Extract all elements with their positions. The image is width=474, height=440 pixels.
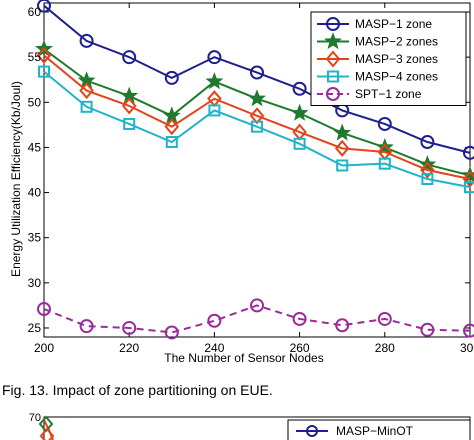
y-tick-label: 35 xyxy=(28,231,42,245)
legend-marker xyxy=(324,32,342,50)
legend-marker xyxy=(326,87,340,101)
data-point xyxy=(420,135,435,150)
data-point xyxy=(334,139,350,157)
data-point xyxy=(248,89,266,107)
x-tick-label: 220 xyxy=(119,341,139,355)
data-point xyxy=(207,313,222,328)
data-point xyxy=(164,118,180,136)
data-point xyxy=(464,181,474,194)
lower-legend-label: MASP−MinOT xyxy=(336,424,414,438)
data-point xyxy=(462,170,474,188)
data-point xyxy=(336,159,349,172)
lower-series-marks xyxy=(38,415,55,440)
legend-marker xyxy=(325,50,341,68)
series-line xyxy=(43,4,471,154)
data-point xyxy=(377,311,392,326)
x-tick-label: 260 xyxy=(290,341,310,355)
legend-entry: MASP−3 zones xyxy=(317,50,438,68)
data-point xyxy=(463,145,474,160)
x-tick-label: 240 xyxy=(204,341,224,355)
data-point xyxy=(335,318,350,333)
data-point xyxy=(420,161,435,179)
data-point xyxy=(164,70,179,85)
legend-entry: MASP−1 zone xyxy=(317,17,432,31)
y-tick-label: 45 xyxy=(28,140,42,154)
data-point xyxy=(293,137,306,150)
series-layer xyxy=(35,0,474,340)
data-point xyxy=(251,120,263,133)
data-point xyxy=(122,50,137,65)
y-tick-label: 55 xyxy=(28,50,42,64)
data-point xyxy=(377,116,392,131)
series-line xyxy=(43,70,471,189)
data-point xyxy=(333,123,352,141)
legend: MASP−1 zone MASP−2 zones MASP−3 zones MASP−… xyxy=(310,11,467,106)
data-point xyxy=(79,82,94,100)
legend-entry: MASP−2 zones xyxy=(317,32,438,50)
y-tick-label: 50 xyxy=(28,95,42,109)
lower-figure: 70 MASP−MinOT xyxy=(29,412,471,440)
data-point xyxy=(205,72,224,90)
legend-label: MASP−4 zones xyxy=(355,70,438,84)
series-2 xyxy=(35,39,474,184)
y-axis-label: Energy Utilization Efficiency(Kb/Joul) xyxy=(9,81,23,277)
data-point xyxy=(80,100,93,113)
series-1 xyxy=(37,0,474,160)
y-tick-label: 60 xyxy=(28,5,42,19)
lower-legend-box xyxy=(287,419,471,440)
tick-labels: 200 220 240 260 280 300 25 30 35 40 45 50 55 60 xyxy=(28,5,474,355)
lower-legend-marker xyxy=(306,425,318,437)
x-tick-label: 200 xyxy=(34,341,54,355)
lower-data-point xyxy=(39,427,55,440)
data-point xyxy=(250,65,264,80)
x-tick-label: 280 xyxy=(375,341,395,355)
data-point xyxy=(37,302,51,317)
series-3 xyxy=(36,46,474,188)
figure-caption: Fig. 13. Impact of zone partitioning on … xyxy=(2,382,273,398)
data-point xyxy=(79,33,94,48)
legend-label: MASP−1 zone xyxy=(355,17,432,31)
data-point xyxy=(249,107,265,125)
legend-entry: SPT−1 zone xyxy=(317,87,422,101)
data-point xyxy=(37,0,51,13)
legend-label: SPT−1 zone xyxy=(355,87,422,101)
legend-entry: MASP−4 zones xyxy=(317,70,438,84)
data-point xyxy=(290,103,309,121)
data-point xyxy=(375,138,394,156)
y-tick-label: 25 xyxy=(28,321,42,335)
legend-label: MASP−3 zones xyxy=(355,52,438,66)
x-tick-label: 300 xyxy=(460,341,474,355)
legend-marker xyxy=(326,17,340,31)
y-tick-label: 40 xyxy=(28,186,42,200)
data-point xyxy=(421,173,434,186)
series-4 xyxy=(38,65,474,194)
data-point xyxy=(250,298,264,313)
data-point xyxy=(79,319,94,334)
data-point xyxy=(420,322,435,337)
data-point xyxy=(292,81,307,96)
data-point xyxy=(292,311,307,326)
data-point xyxy=(378,157,391,170)
data-point xyxy=(463,323,474,338)
series-line xyxy=(43,304,471,334)
lower-ytick-label: 70 xyxy=(29,412,41,424)
y-tick-label: 30 xyxy=(28,276,42,290)
series-5 xyxy=(37,298,474,340)
data-point xyxy=(36,46,52,64)
series-line xyxy=(43,54,471,181)
data-point xyxy=(164,325,179,340)
data-point xyxy=(122,320,137,335)
data-point xyxy=(207,50,222,65)
data-point xyxy=(165,136,178,149)
legend-marker xyxy=(327,70,339,83)
x-axis-label: The Number of Sensor Nodes xyxy=(164,351,323,365)
legend-label: MASP−2 zones xyxy=(355,35,438,49)
data-point xyxy=(38,65,50,78)
data-point xyxy=(123,117,136,130)
data-point xyxy=(121,97,137,115)
data-point xyxy=(208,104,221,117)
